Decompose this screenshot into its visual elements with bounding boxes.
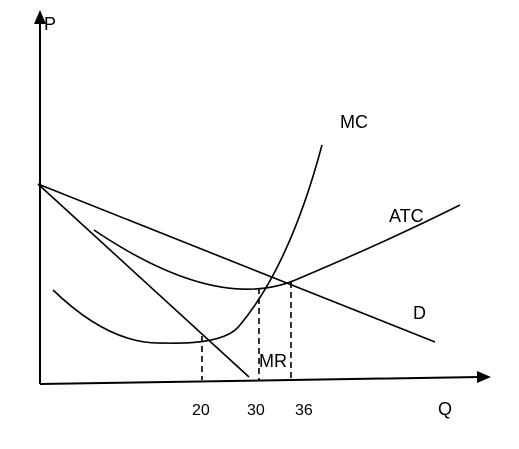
mr-label: MR: [259, 351, 287, 371]
x-tick-20: 20: [192, 402, 210, 419]
axes: [39, 22, 481, 385]
x-axis: [39, 376, 481, 385]
y-axis-arrowhead: [34, 10, 46, 24]
atc-curve: [93, 204, 461, 291]
demand-label: D: [413, 303, 426, 323]
mc-curve: [52, 144, 323, 344]
atc-label: ATC: [389, 206, 424, 226]
x-axis-arrowhead: [477, 371, 491, 383]
x-tick-30: 30: [247, 402, 265, 419]
y-axis-label: P: [44, 14, 56, 34]
x-axis-label: Q: [438, 399, 452, 419]
demand-curve: [37, 183, 436, 343]
mr-curve: [37, 183, 250, 378]
x-tick-36: 36: [295, 402, 313, 419]
mc-label: MC: [340, 112, 368, 132]
guide-lines: [201, 282, 292, 380]
